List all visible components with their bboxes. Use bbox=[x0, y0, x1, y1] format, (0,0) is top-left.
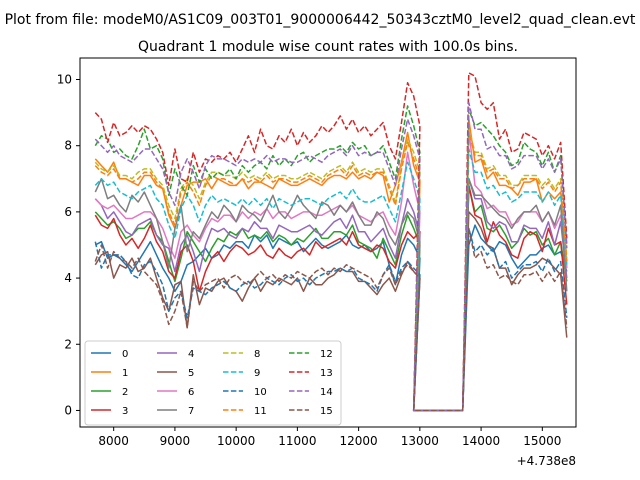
x-tick-label: 11000 bbox=[278, 434, 316, 448]
series-line-5 bbox=[94, 211, 568, 412]
x-tick-label: 13000 bbox=[401, 434, 439, 448]
figure-suptitle: Plot from file: modeM0/AS1C09_003T01_900… bbox=[5, 12, 636, 28]
series-line-6 bbox=[94, 128, 568, 412]
legend-box bbox=[84, 340, 342, 426]
legend-label-11: 11 bbox=[254, 406, 267, 417]
series-line-12 bbox=[94, 105, 568, 412]
legend-label-4: 4 bbox=[188, 349, 194, 360]
x-tick-label: 8000 bbox=[98, 434, 129, 448]
series-line-8 bbox=[94, 128, 568, 412]
x-tick-label: 12000 bbox=[340, 434, 378, 448]
series-line-11 bbox=[94, 131, 568, 412]
legend-label-12: 12 bbox=[320, 349, 333, 360]
series-line-14 bbox=[94, 101, 568, 412]
legend-label-7: 7 bbox=[188, 406, 194, 417]
axes-frame bbox=[79, 57, 577, 428]
y-tick-label: 0 bbox=[64, 403, 72, 417]
series-line-4 bbox=[94, 178, 568, 412]
legend-label-13: 13 bbox=[320, 368, 333, 379]
y-axis: 0 2 4 6 8 10 bbox=[57, 73, 80, 417]
legend-label-10: 10 bbox=[254, 387, 267, 398]
series-line-2 bbox=[94, 184, 568, 412]
x-tick-label: 15000 bbox=[523, 434, 561, 448]
legend-label-3: 3 bbox=[122, 406, 128, 417]
series-line-10 bbox=[94, 227, 568, 412]
legend-label-0: 0 bbox=[122, 349, 128, 360]
legend-label-15: 15 bbox=[320, 406, 333, 417]
y-tick-label: 6 bbox=[64, 205, 72, 219]
x-tick-label: 9000 bbox=[160, 434, 191, 448]
y-tick-label: 8 bbox=[64, 139, 72, 153]
legend-label-8: 8 bbox=[254, 349, 260, 360]
plot-area bbox=[94, 72, 568, 412]
series-line-13 bbox=[94, 72, 568, 412]
x-tick-label: 14000 bbox=[462, 434, 500, 448]
x-offset-label: +4.738e8 bbox=[517, 454, 576, 468]
chart-title: Quadrant 1 module wise count rates with … bbox=[138, 39, 518, 55]
series-line-9 bbox=[94, 148, 568, 412]
y-tick-label: 2 bbox=[64, 337, 72, 351]
legend-label-14: 14 bbox=[320, 387, 333, 398]
x-tick-label: 10000 bbox=[217, 434, 255, 448]
legend-label-9: 9 bbox=[254, 368, 260, 379]
legend-label-2: 2 bbox=[122, 387, 128, 398]
legend-label-6: 6 bbox=[188, 387, 194, 398]
y-tick-label: 4 bbox=[64, 271, 72, 285]
legend-label-5: 5 bbox=[188, 368, 194, 379]
x-axis: 8000 9000 10000 11000 12000 13000 14000 15000 bbox=[98, 427, 561, 448]
y-tick-label: 10 bbox=[57, 73, 72, 87]
legend-label-1: 1 bbox=[122, 368, 128, 379]
series-line-3 bbox=[94, 184, 568, 412]
series-line-7 bbox=[94, 178, 568, 412]
